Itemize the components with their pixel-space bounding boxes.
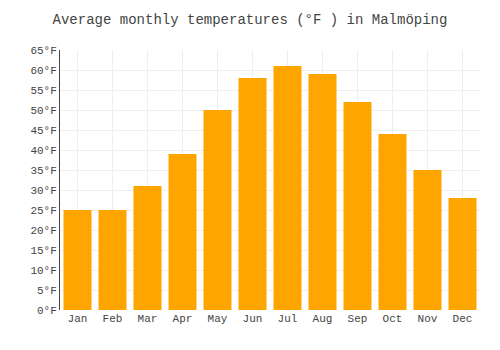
svg-text:55°F: 55°F <box>30 85 56 97</box>
svg-text:Mar: Mar <box>138 313 158 325</box>
svg-text:15°F: 15°F <box>30 245 56 257</box>
svg-text:Jan: Jan <box>68 313 88 325</box>
svg-text:45°F: 45°F <box>30 125 56 137</box>
svg-text:Nov: Nov <box>418 313 438 325</box>
svg-text:5°F: 5°F <box>37 285 57 297</box>
svg-text:Average monthly temperatures (: Average monthly temperatures (°F ) in Ma… <box>53 12 448 28</box>
svg-text:0°F: 0°F <box>37 305 57 317</box>
svg-text:30°F: 30°F <box>30 185 56 197</box>
svg-text:20°F: 20°F <box>30 225 56 237</box>
svg-text:Dec: Dec <box>453 313 473 325</box>
svg-text:65°F: 65°F <box>30 45 56 57</box>
svg-text:Oct: Oct <box>383 313 403 325</box>
svg-text:50°F: 50°F <box>30 105 56 117</box>
svg-text:Sep: Sep <box>348 313 368 325</box>
svg-text:25°F: 25°F <box>30 205 56 217</box>
svg-text:10°F: 10°F <box>30 265 56 277</box>
svg-text:Feb: Feb <box>103 313 123 325</box>
svg-text:Jul: Jul <box>278 313 298 325</box>
svg-text:60°F: 60°F <box>30 65 56 77</box>
svg-text:35°F: 35°F <box>30 165 56 177</box>
svg-text:Jun: Jun <box>243 313 263 325</box>
svg-text:May: May <box>208 313 228 325</box>
svg-text:Apr: Apr <box>173 313 193 325</box>
svg-text:Aug: Aug <box>313 313 333 325</box>
svg-text:40°F: 40°F <box>30 145 56 157</box>
